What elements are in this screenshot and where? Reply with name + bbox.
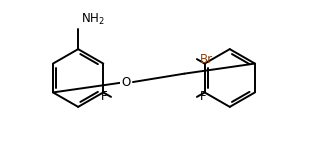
Text: NH$_2$: NH$_2$ (81, 12, 105, 27)
Text: O: O (121, 76, 130, 89)
Text: F: F (200, 90, 207, 103)
Text: Br: Br (200, 53, 213, 66)
Text: F: F (101, 90, 108, 103)
